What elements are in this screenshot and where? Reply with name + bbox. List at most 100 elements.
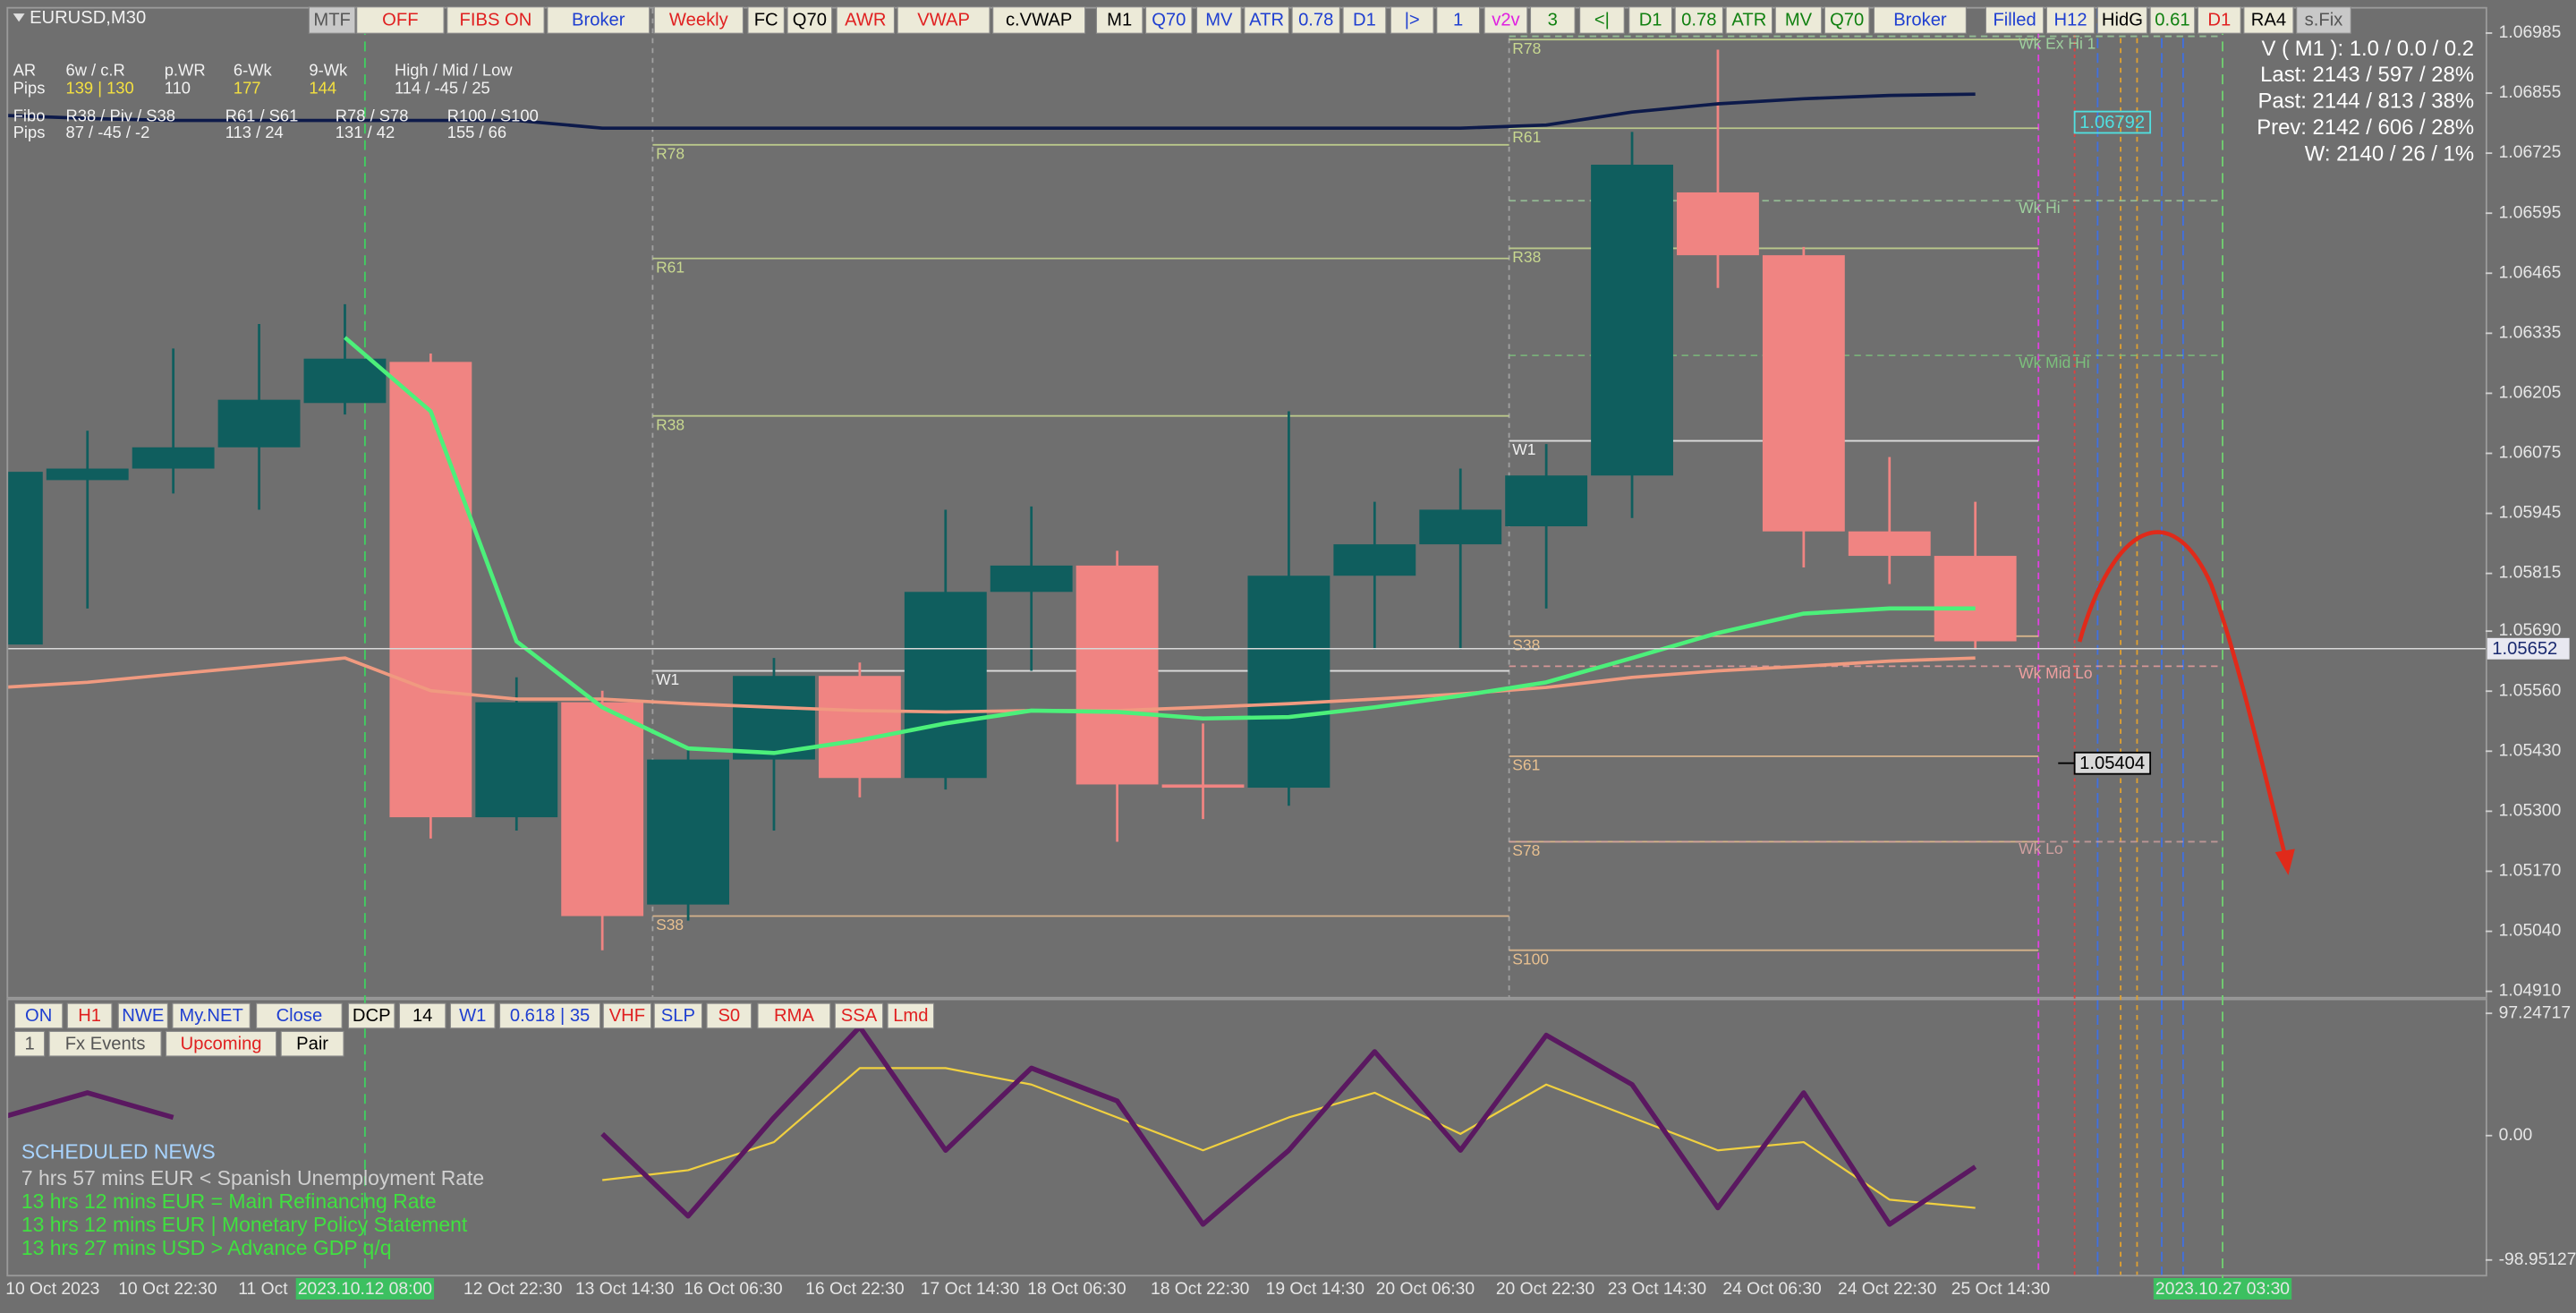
button-face[interactable]: [1436, 6, 1481, 34]
button-label[interactable]: |>: [1405, 11, 1420, 30]
button-label[interactable]: VHF: [609, 1006, 645, 1026]
toolbar-button[interactable]: D1: [1342, 6, 1387, 34]
toolbar-button[interactable]: Fx Events: [48, 1030, 162, 1057]
toolbar-button[interactable]: Q70: [786, 6, 833, 34]
button-face[interactable]: [1628, 6, 1673, 34]
toolbar-button[interactable]: Q70: [1824, 6, 1870, 34]
button-face[interactable]: [13, 1002, 64, 1029]
button-face[interactable]: [256, 1002, 343, 1029]
button-face[interactable]: [992, 6, 1086, 34]
button-label[interactable]: OFF: [382, 11, 418, 30]
toolbar-button[interactable]: SLP: [653, 1002, 703, 1029]
button-label[interactable]: AWR: [845, 11, 886, 30]
button-label[interactable]: D1: [1353, 11, 1376, 30]
button-label[interactable]: Pair: [296, 1034, 328, 1053]
button-face[interactable]: [653, 1002, 703, 1029]
button-label[interactable]: 1: [1453, 11, 1463, 30]
button-face[interactable]: [2045, 6, 2096, 34]
button-face[interactable]: [1342, 6, 1387, 34]
button-face[interactable]: [747, 6, 785, 34]
toolbar-button[interactable]: W1: [449, 1002, 496, 1029]
toolbar-button[interactable]: Q70: [1145, 6, 1193, 34]
button-label[interactable]: HidG: [2102, 11, 2143, 30]
toolbar-button[interactable]: 0.61: [2149, 6, 2196, 34]
toolbar-button[interactable]: Weekly: [653, 6, 744, 34]
toolbar-button[interactable]: ON: [13, 1002, 64, 1029]
button-label[interactable]: D1: [1639, 11, 1662, 30]
button-label[interactable]: ATR: [1731, 11, 1766, 30]
button-face[interactable]: [834, 1002, 884, 1029]
button-face[interactable]: [48, 1030, 162, 1057]
toolbar-button[interactable]: M1: [1095, 6, 1143, 34]
button-face[interactable]: [2197, 6, 2241, 34]
button-face[interactable]: [13, 1030, 46, 1057]
button-face[interactable]: [1244, 6, 1289, 34]
button-label[interactable]: v2v: [1492, 11, 1520, 30]
button-label[interactable]: FIBS ON: [460, 11, 532, 30]
button-label[interactable]: RA4: [2251, 11, 2286, 30]
button-label[interactable]: W1: [459, 1006, 486, 1026]
button-label[interactable]: Close: [276, 1006, 323, 1026]
toolbar-button[interactable]: Broker: [547, 6, 650, 34]
toolbar-button[interactable]: H12: [2045, 6, 2096, 34]
button-label[interactable]: SLP: [661, 1006, 695, 1026]
button-face[interactable]: [897, 6, 990, 34]
button-face[interactable]: [836, 6, 896, 34]
toolbar-button[interactable]: HidG: [2096, 6, 2148, 34]
toolbar-button[interactable]: <|: [1579, 6, 1625, 34]
button-face[interactable]: [706, 1002, 752, 1029]
button-label[interactable]: D1: [2207, 11, 2231, 30]
button-face[interactable]: [1579, 6, 1625, 34]
toolbar-button[interactable]: My.NET: [172, 1002, 251, 1029]
button-face[interactable]: [1390, 6, 1434, 34]
button-face[interactable]: [786, 6, 833, 34]
toolbar-button[interactable]: s.Fix: [2296, 6, 2351, 34]
button-label[interactable]: 14: [412, 1006, 432, 1026]
toolbar-button[interactable]: SSA: [834, 1002, 884, 1029]
button-label[interactable]: Q70: [1152, 11, 1186, 30]
button-label[interactable]: MV: [1205, 11, 1233, 30]
button-label[interactable]: VWAP: [917, 11, 970, 30]
toolbar-button[interactable]: MTF: [308, 6, 356, 34]
button-label[interactable]: NWE: [122, 1006, 164, 1026]
button-label[interactable]: MV: [1785, 11, 1813, 30]
toolbar-button[interactable]: D1: [1628, 6, 1673, 34]
button-label[interactable]: c.VWAP: [1006, 11, 1072, 30]
button-label[interactable]: RMA: [774, 1006, 814, 1026]
button-face[interactable]: [1145, 6, 1193, 34]
button-label[interactable]: Broker: [1893, 11, 1947, 30]
toolbar-button[interactable]: 1: [1436, 6, 1481, 34]
button-face[interactable]: [280, 1030, 344, 1057]
button-label[interactable]: FC: [754, 11, 778, 30]
button-label[interactable]: <|: [1594, 11, 1610, 30]
button-label[interactable]: Upcoming: [181, 1034, 262, 1053]
button-face[interactable]: [166, 1030, 277, 1057]
button-face[interactable]: [2296, 6, 2351, 34]
button-label[interactable]: 0.61: [2155, 11, 2189, 30]
button-label[interactable]: S0: [718, 1006, 740, 1026]
toolbar-button[interactable]: Pair: [280, 1030, 344, 1057]
button-label[interactable]: Broker: [572, 11, 625, 30]
toolbar-button[interactable]: |>: [1390, 6, 1434, 34]
toolbar-button[interactable]: 3: [1529, 6, 1576, 34]
button-label[interactable]: ATR: [1249, 11, 1284, 30]
button-face[interactable]: [1725, 6, 1773, 34]
toolbar-button[interactable]: RMA: [757, 1002, 831, 1029]
button-face[interactable]: [398, 1002, 446, 1029]
button-face[interactable]: [1529, 6, 1576, 34]
toolbar-button[interactable]: 0.618 | 35: [498, 1002, 601, 1029]
button-label[interactable]: MTF: [313, 11, 350, 30]
toolbar-button[interactable]: Lmd: [887, 1002, 935, 1029]
button-face[interactable]: [2149, 6, 2196, 34]
button-face[interactable]: [117, 1002, 168, 1029]
button-label[interactable]: 0.78: [1681, 11, 1716, 30]
button-label[interactable]: Weekly: [669, 11, 729, 30]
toolbar-button[interactable]: Broker: [1873, 6, 1967, 34]
toolbar-button[interactable]: S0: [706, 1002, 752, 1029]
toolbar-button[interactable]: Close: [256, 1002, 343, 1029]
button-label[interactable]: 3: [1548, 11, 1558, 30]
toolbar-button[interactable]: FIBS ON: [446, 6, 545, 34]
toolbar-button[interactable]: H1: [66, 1002, 113, 1029]
toolbar-button[interactable]: MV: [1195, 6, 1242, 34]
toolbar-button[interactable]: 14: [398, 1002, 446, 1029]
